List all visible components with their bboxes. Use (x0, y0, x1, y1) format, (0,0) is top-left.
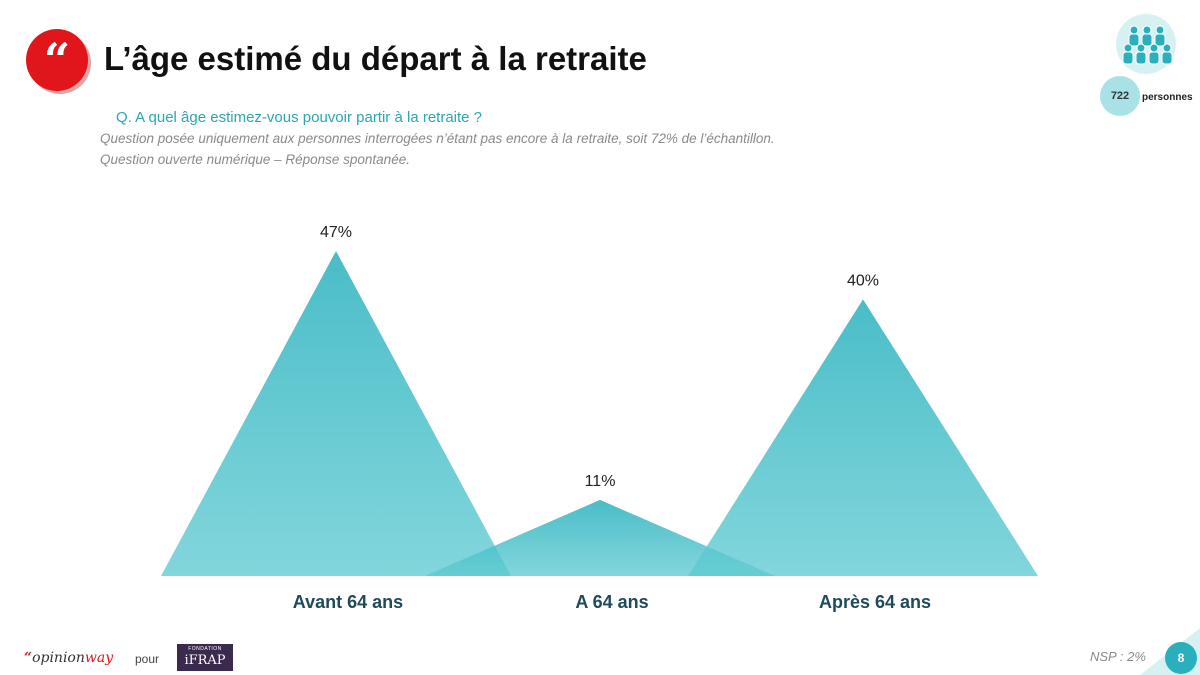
sample-count-pill (1100, 76, 1140, 116)
opinionway-logo: “opinionway (24, 650, 114, 666)
value-label-1: 47% (320, 224, 352, 241)
page-title: L’âge estimé du départ à la retraite (104, 40, 647, 77)
page-number: 8 (1165, 642, 1197, 674)
survey-note-2: Question ouverte numérique – Réponse spo… (100, 152, 410, 167)
quote-logo: “ (26, 29, 88, 91)
sample-size-badge: 722 personnes (1098, 14, 1194, 116)
category-label-3: Après 64 ans (819, 592, 931, 612)
ifrap-logo: FONDATION iFRAP (177, 644, 233, 671)
pour-label: pour (135, 652, 160, 666)
survey-note-1: Question posée uniquement aux personnes … (100, 131, 775, 146)
value-label-3: 40% (847, 272, 879, 289)
category-label-1: Avant 64 ans (293, 592, 403, 612)
sample-unit: personnes (1142, 92, 1193, 103)
people-icon (1122, 25, 1173, 65)
triangle-3 (688, 299, 1038, 576)
sample-count: 722 (1110, 90, 1130, 102)
survey-question: Q. A quel âge estimez-vous pouvoir parti… (116, 109, 483, 126)
category-label-2: A 64 ans (575, 592, 648, 612)
quote-glyph: “ (43, 33, 71, 87)
triangle-2 (425, 499, 775, 576)
nsp-note: NSP : 2% (1090, 649, 1146, 664)
triangle-1 (161, 251, 511, 576)
value-label-2: 11% (585, 473, 616, 490)
